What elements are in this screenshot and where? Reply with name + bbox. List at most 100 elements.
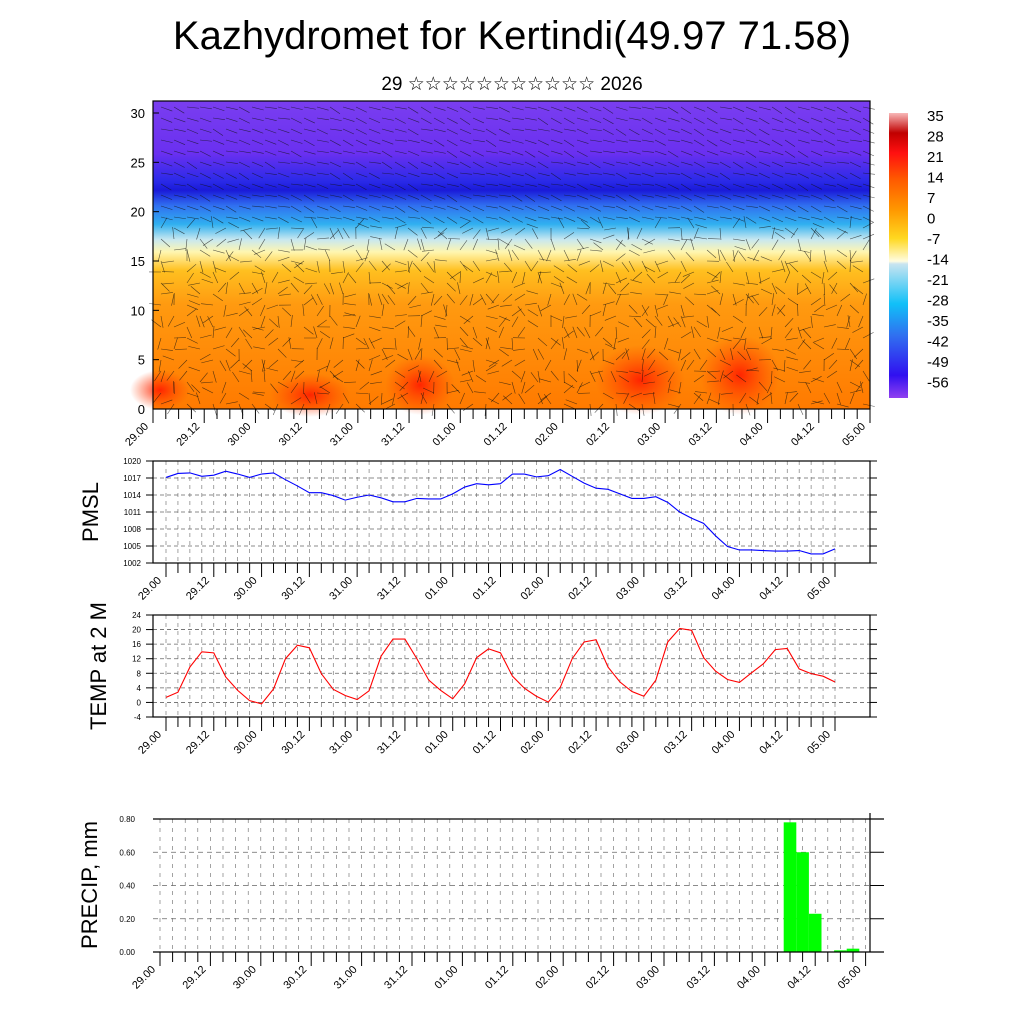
wind-barb [420, 282, 429, 293]
wind-barb [420, 194, 432, 202]
wind-barb [801, 274, 812, 284]
wind-barb [862, 403, 875, 407]
wind-barb [355, 403, 365, 413]
wind-barb [166, 370, 175, 381]
wind-barb [537, 348, 545, 360]
wind-barb [173, 321, 186, 328]
wind-barb [290, 315, 293, 328]
wind-barb [342, 172, 354, 180]
wind-barb [498, 205, 511, 212]
wind-barb [344, 293, 357, 298]
wind-barb [786, 337, 799, 341]
wind-barb [290, 282, 299, 293]
wind-barb [230, 359, 240, 369]
y-tick-label: 20 [132, 626, 141, 635]
wind-barb [862, 161, 875, 166]
wind-barb [628, 172, 641, 176]
wind-barb [153, 392, 162, 403]
wind-barb [264, 216, 277, 220]
wind-barb [290, 106, 303, 110]
wind-barb [628, 117, 641, 121]
wind-barb [511, 216, 523, 223]
wind-barb [511, 117, 524, 120]
wind-barb [485, 337, 491, 350]
wind-barb [160, 370, 166, 383]
wind-barb [225, 128, 238, 134]
wind-barb [537, 183, 550, 188]
wind-barb [810, 297, 821, 306]
wind-barb [602, 106, 614, 114]
wind-barb [654, 172, 667, 175]
wind-barb [706, 304, 717, 313]
wind-barb [589, 183, 602, 188]
wind-barb [160, 172, 173, 175]
wind-barb [511, 183, 524, 188]
wind-barb [196, 315, 201, 328]
wind-barb [719, 249, 726, 261]
wind-barb [761, 337, 773, 345]
wind-barb [316, 194, 329, 199]
wind-barb [747, 369, 760, 372]
wind-barb [329, 315, 338, 326]
y-tick-label: 0.60 [119, 848, 135, 857]
wind-barb [316, 305, 324, 317]
wind-barb [605, 343, 617, 350]
wind-barb [381, 183, 394, 188]
wind-barb [238, 292, 251, 295]
wind-barb [461, 345, 474, 350]
wind-barb [823, 139, 835, 146]
wind-barb [618, 375, 630, 383]
wind-barb [485, 117, 498, 120]
wind-barb [344, 303, 357, 306]
wind-barb [784, 106, 796, 114]
wind-barb [823, 183, 836, 187]
wind-barb [537, 194, 550, 200]
wind-barb [485, 227, 490, 240]
wind-barb [664, 337, 669, 350]
wind-barb [316, 139, 329, 143]
wind-barb [459, 315, 471, 323]
wind-barb [264, 251, 273, 262]
wind-barb [343, 381, 357, 383]
wind-barb [179, 370, 188, 381]
wind-barb [423, 276, 435, 284]
wind-barb [787, 298, 799, 306]
wind-barb [251, 249, 262, 259]
y-tick-label: 1017 [123, 474, 141, 483]
wind-barb [162, 355, 175, 361]
wind-barb [802, 328, 812, 339]
wind-barb [628, 161, 641, 167]
wind-barb [732, 250, 739, 262]
y-axis-label: TEMP at 2 M [86, 602, 111, 730]
wind-barb [251, 106, 264, 111]
wind-barb [862, 216, 874, 223]
wind-barb [693, 205, 705, 213]
wind-barb [244, 306, 253, 317]
wind-barb [737, 351, 747, 361]
wind-barb [251, 183, 264, 189]
wind-barb [264, 161, 276, 169]
wind-barb [420, 117, 432, 125]
wind-barb [433, 348, 443, 358]
wind-barb [219, 360, 227, 372]
wind-barb [199, 161, 212, 167]
wind-barb [667, 172, 680, 175]
wind-barb [620, 282, 630, 292]
precip-bar [783, 822, 797, 952]
wind-barb [355, 262, 364, 273]
wind-barb [381, 106, 394, 111]
wind-barb [537, 172, 550, 177]
wind-barb [773, 367, 786, 372]
wind-barb [329, 194, 342, 198]
wind-barb [485, 194, 498, 198]
wind-barb [693, 348, 701, 360]
wind-barb [368, 355, 381, 361]
wind-barb [485, 337, 489, 350]
wind-barb [840, 293, 851, 302]
wind-barb [381, 304, 385, 317]
wind-barb [644, 238, 656, 246]
wind-barb [497, 271, 500, 284]
wind-barb [173, 172, 186, 179]
wind-barb [173, 117, 186, 123]
wind-barb [771, 117, 784, 123]
